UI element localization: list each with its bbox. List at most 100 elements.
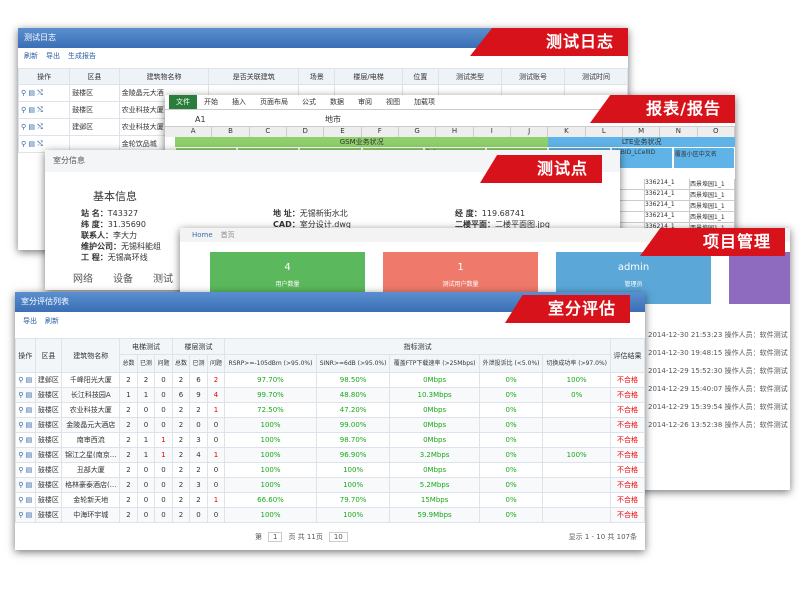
cell: 100%: [315, 507, 391, 523]
field-label: 站 名：: [81, 209, 108, 218]
cell: 格林豪泰酒店(...: [61, 477, 121, 493]
cell: 97.70%: [224, 372, 317, 388]
cell: 72.50%: [224, 402, 317, 418]
row: ⚲ ▤ 鼓楼区 农业科技大厦 2 0 0 2 2 1 72.50% 47.20% 0Mbps 0% 不合格: [15, 402, 645, 418]
cell: 0: [154, 492, 173, 508]
group-header: 电梯测试: [119, 338, 173, 355]
toolbar-button[interactable]: 刷新: [45, 317, 59, 325]
row-actions[interactable]: ⚲ ▤: [15, 477, 36, 493]
cell: 2: [171, 462, 191, 478]
cell: 98.70%: [315, 432, 391, 448]
row-actions[interactable]: ⚲ ▤: [15, 447, 36, 463]
column-header: 是否关联建筑: [208, 68, 300, 85]
stat-value: 1: [457, 262, 464, 273]
info-field: 联系人：李大力: [81, 230, 137, 241]
ribbon-tab[interactable]: 数据: [330, 98, 344, 106]
cell: 建邺区: [34, 372, 63, 388]
cell: [542, 507, 611, 523]
cell: 2: [171, 447, 191, 463]
column-header: 已测: [189, 354, 208, 373]
row-actions[interactable]: ⚲ ▤: [15, 492, 36, 508]
row-actions[interactable]: ⚲ ▤: [15, 402, 36, 418]
callout-label: 室分评估: [505, 295, 630, 323]
toolbar: 刷新 导出 生成报告: [18, 48, 628, 64]
toolbar-button[interactable]: 生成报告: [68, 52, 96, 60]
cell: 1: [206, 492, 226, 508]
cell: 0: [206, 477, 226, 493]
row-actions[interactable]: ⚲ ▤: [15, 507, 36, 523]
callout-label: 测试点: [480, 155, 602, 183]
cell: 0%: [478, 477, 544, 493]
row-actions[interactable]: ⚲ ▤: [15, 417, 36, 433]
row-actions[interactable]: ⚲ ▤: [15, 432, 36, 448]
cell: 100%: [224, 447, 317, 463]
column-letter: G: [399, 127, 437, 137]
stat-value: 4: [284, 262, 291, 273]
cell: 0: [154, 387, 173, 403]
cell: 0%: [478, 402, 544, 418]
log-entry: 2014-12-29 15:52:30 操作人员：软件测试: [648, 367, 788, 375]
column-header: 外泄投诉比 (<5.0%): [478, 354, 544, 373]
cell: 10.3Mbps: [389, 387, 480, 403]
crumb[interactable]: Home: [192, 231, 213, 239]
cell: 不合格: [609, 447, 645, 463]
info-tab[interactable]: 设备: [113, 274, 133, 285]
ribbon-tab[interactable]: 审阅: [358, 98, 372, 106]
info-tab[interactable]: 网络: [73, 274, 93, 285]
pager-input[interactable]: 10: [328, 532, 348, 542]
column-header: 问题: [154, 354, 173, 373]
cell: 100%: [224, 477, 317, 493]
ribbon-tab[interactable]: 加载项: [414, 98, 435, 106]
sheet-cell: 西景埠园1_1: [690, 179, 735, 189]
row-actions[interactable]: ⚲ ▤: [15, 372, 36, 388]
breadcrumb: Home 首页: [180, 228, 790, 242]
info-tab[interactable]: 测试: [153, 274, 173, 285]
ribbon-tab[interactable]: 开始: [204, 98, 218, 106]
field-value: 李大力: [113, 231, 137, 240]
cell: 1: [136, 447, 156, 463]
ribbon-tab[interactable]: 文件: [169, 95, 197, 109]
cell: 100%: [224, 462, 317, 478]
info-field: 站 名：T43327: [81, 208, 138, 219]
cell: 98.50%: [315, 372, 391, 388]
cell: 3: [189, 432, 208, 448]
cell: 长江科技园A: [61, 387, 121, 403]
cell: 2: [171, 492, 191, 508]
pager-input[interactable]: 1: [268, 532, 283, 542]
row-actions[interactable]: ⚲ ▤: [15, 387, 36, 403]
field-label: 二楼平面：: [455, 220, 495, 229]
row-actions: ⚲ ▤ ⤭: [18, 101, 71, 119]
cell: [542, 417, 611, 433]
cell: 2: [206, 372, 226, 388]
ribbon-tab[interactable]: 插入: [232, 98, 246, 106]
column-header: 操作: [18, 68, 71, 85]
toolbar-button[interactable]: 导出: [23, 317, 37, 325]
toolbar-button[interactable]: 导出: [46, 52, 60, 60]
cell: 1: [136, 432, 156, 448]
cell: 鼓楼区: [34, 387, 63, 403]
row: ⚲ ▤ 鼓楼区 中海环宇城 2 0 0 2 0 0 100% 100% 59.9Mbps 0% 不合格: [15, 507, 645, 523]
toolbar-button[interactable]: 刷新: [24, 52, 38, 60]
pager-text: 第: [255, 533, 262, 541]
ribbon-tab[interactable]: 页面布局: [260, 98, 288, 106]
cell: 不合格: [609, 432, 645, 448]
header-row: 操作 区县 建筑物名称 是否关联建筑 场景 楼层/电梯 位置 测试类型 测试账号 测试时间: [18, 68, 628, 85]
row-actions[interactable]: ⚲ ▤: [15, 462, 36, 478]
row: ⚲ ▤ 鼓楼区 丑部大厦 2 0 0 2 2 0 100% 100% 0Mbps 0% 不合格: [15, 462, 645, 478]
ribbon-tab[interactable]: 视图: [386, 98, 400, 106]
cell: 0: [154, 417, 173, 433]
callout-label: 测试日志: [470, 28, 628, 56]
cell: 不合格: [609, 372, 645, 388]
pager-summary: 显示 1 - 10 共 107条: [568, 533, 637, 541]
ribbon-tab[interactable]: 公式: [302, 98, 316, 106]
stat-label: 管理员: [624, 281, 643, 288]
field-value: 无锡新街水北: [299, 209, 348, 218]
column-letter: F: [362, 127, 399, 137]
cell: 0Mbps: [389, 372, 480, 388]
cell: 1: [206, 447, 226, 463]
stat-card[interactable]: [729, 252, 790, 304]
cell: 4: [206, 387, 226, 403]
sheet-cell: 336214_1: [645, 201, 690, 211]
